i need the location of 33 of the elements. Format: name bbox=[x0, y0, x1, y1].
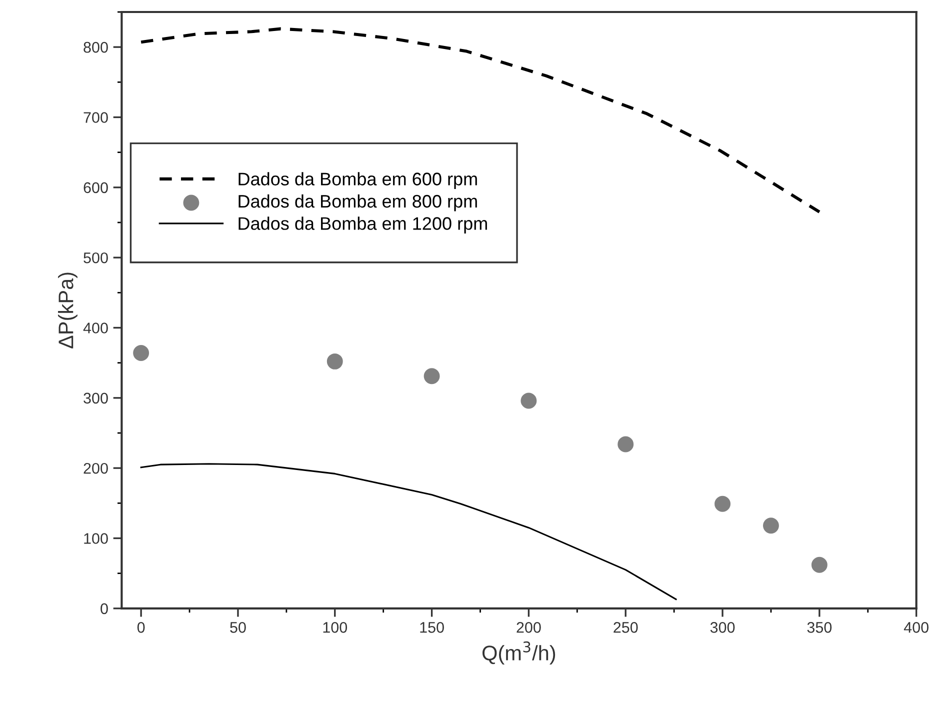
x-tick-label: 100 bbox=[323, 622, 348, 633]
x-tick-label: 250 bbox=[614, 622, 638, 633]
y-tick-label: 500 bbox=[84, 252, 108, 264]
y-tick-label: 400 bbox=[83, 322, 108, 334]
x-tick-label: 200 bbox=[516, 622, 541, 633]
y-tick-label: 800 bbox=[84, 42, 108, 53]
y-tick-label: 100 bbox=[84, 533, 108, 544]
y-tick-label: 0 bbox=[100, 603, 108, 614]
legend-label: Dados da Bomba em 1200 rpm bbox=[238, 216, 487, 234]
y-axis-title: ΔP(kPa) bbox=[58, 272, 78, 348]
point bbox=[763, 518, 779, 534]
point bbox=[618, 436, 634, 452]
x-tick-label: 350 bbox=[807, 622, 832, 633]
point bbox=[520, 392, 537, 409]
y-tick-label: 300 bbox=[84, 392, 108, 404]
point bbox=[714, 496, 730, 512]
point bbox=[811, 556, 828, 573]
x-tick-label: 300 bbox=[710, 622, 735, 633]
legend-label: Dados da Bomba em 600 rpm bbox=[238, 172, 477, 190]
line-series bbox=[140, 27, 821, 214]
y-tick-label: 200 bbox=[84, 462, 108, 474]
x-tick-label: 50 bbox=[230, 622, 246, 633]
y-tick-label: 600 bbox=[84, 182, 108, 194]
legend-label: Dados da Bomba em 800 rpm bbox=[238, 194, 477, 212]
x-tick-label: 0 bbox=[137, 622, 145, 633]
x-axis-title: Q(m$^{3}$/h) bbox=[482, 641, 556, 665]
point bbox=[133, 345, 150, 361]
y-tick-label: 700 bbox=[84, 112, 108, 123]
x-tick-label: 400 bbox=[904, 622, 928, 633]
x-tick-label: 150 bbox=[420, 622, 444, 633]
line-series bbox=[140, 463, 677, 600]
point bbox=[326, 353, 343, 370]
point bbox=[424, 368, 440, 384]
